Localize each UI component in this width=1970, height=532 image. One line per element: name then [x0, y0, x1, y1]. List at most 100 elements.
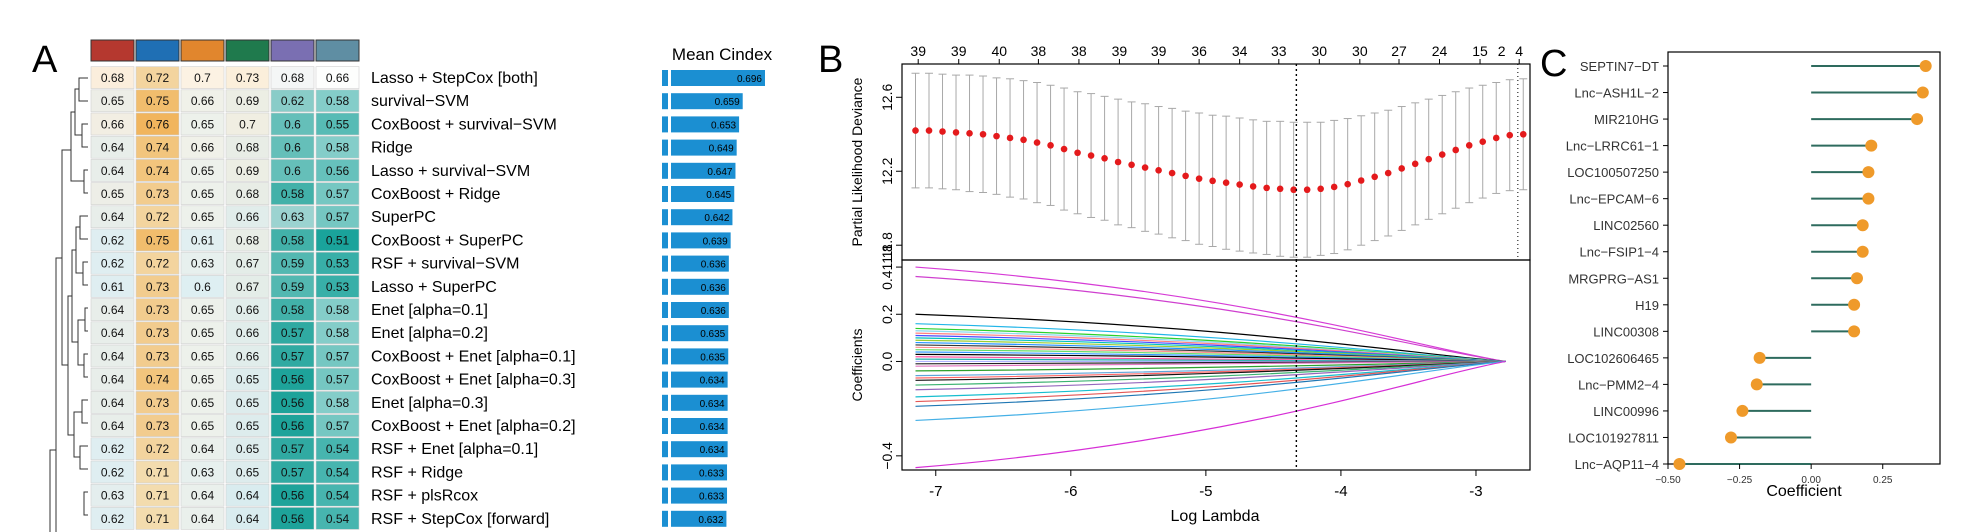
heatmap-value: 0.67: [236, 257, 260, 271]
heatmap-value: 0.73: [146, 349, 170, 363]
heatmap-cell: [225, 344, 270, 368]
heatmap-cell: [315, 321, 360, 345]
heatmap-cell: [180, 437, 225, 461]
coefficient-axis-label: Coefficients: [849, 329, 865, 402]
coefficient-path: [915, 275, 1506, 363]
lollipop-dot: [1724, 431, 1737, 444]
heatmap-value: 0.73: [146, 280, 170, 294]
heatmap-value: 0.75: [146, 233, 170, 247]
lollipop-dot: [1848, 325, 1861, 338]
heatmap-value: 0.57: [281, 326, 305, 340]
heatmap-value: 0.7: [239, 117, 256, 131]
lollipop-dot: [1750, 378, 1763, 391]
deviance-point: [1438, 151, 1446, 158]
gene-label: Lnc−AQP11−4: [1575, 457, 1659, 472]
lollipop-dot: [1856, 219, 1869, 232]
mean-cindex-bar: [671, 186, 735, 202]
heatmap-cell: [135, 275, 180, 298]
heatmap-value: 0.58: [281, 303, 305, 317]
heatmap-cell: [135, 298, 180, 321]
dendrogram-branch: [82, 261, 88, 286]
mean-cindex-bar-stub: [662, 441, 668, 458]
heatmap-value: 0.72: [146, 71, 170, 85]
deviance-point: [1047, 142, 1054, 149]
mean-cindex-bar-stub: [662, 70, 668, 86]
coefficient-path: [915, 360, 1506, 422]
heatmap-cell: [135, 414, 180, 437]
gene-label: MRGPRG−AS1: [1568, 271, 1659, 286]
heatmap-cell: [90, 66, 135, 89]
heatmap-value: 0.64: [101, 373, 125, 387]
heatmap-cell: [315, 159, 360, 182]
heatmap-value: 0.57: [326, 187, 350, 201]
coefficient-path: [915, 360, 1506, 391]
cohort-swatch-5: [270, 39, 315, 62]
dendrogram-branch: [81, 123, 88, 148]
heatmap-cell: [225, 135, 270, 159]
mean-cindex-label: 0.634: [700, 422, 725, 433]
model-label: CoxBoost + survival−SVM: [371, 116, 557, 133]
mean-cindex-bar: [671, 325, 729, 342]
heatmap-cell: [135, 182, 180, 205]
heatmap-cell: [135, 89, 180, 113]
model-label: Lasso + SuperPC: [371, 279, 497, 296]
dendrogram: [49, 77, 88, 532]
heatmap-cell: [315, 460, 360, 484]
mean-cindex-bar-stub: [662, 232, 668, 249]
deviance-point: [1263, 184, 1270, 192]
deviance-point: [1182, 172, 1189, 180]
heatmap-cell: [270, 228, 315, 252]
heatmap-value: 0.65: [191, 419, 215, 433]
lollipop-frame: [1667, 51, 1941, 465]
y-tick-label: 11.8: [879, 232, 895, 258]
deviance-point: [1006, 134, 1014, 142]
heatmap-cell: [270, 367, 315, 391]
heatmap-value: 0.68: [236, 233, 260, 247]
mean-cindex-label: 0.634: [700, 399, 725, 410]
heatmap-cell: [135, 135, 180, 159]
heatmap-value: 0.72: [146, 210, 170, 224]
dendrogram-branch: [55, 257, 62, 532]
model-label: Enet [alpha=0.3]: [371, 395, 488, 412]
mean-cindex-bar: [671, 510, 727, 527]
top-tick-label: 36: [1191, 43, 1207, 59]
deviance-point: [1114, 158, 1122, 166]
heatmap-value: 0.7: [194, 71, 211, 85]
heatmap-value: 0.57: [281, 349, 305, 363]
heatmap-value: 0.58: [326, 94, 350, 108]
heatmap-value: 0.65: [101, 94, 125, 108]
deviance-point: [1330, 183, 1338, 191]
heatmap-value: 0.66: [236, 303, 260, 317]
heatmap-cell: [90, 251, 135, 275]
heatmap-cell: [180, 507, 225, 530]
heatmap-cell: [315, 298, 360, 321]
dendrogram-branch: [70, 111, 84, 182]
coefficient-path: [915, 360, 1506, 469]
heatmap-cell: [135, 228, 180, 252]
heatmap-value: 0.76: [146, 117, 170, 131]
heatmap-value: 0.65: [236, 442, 260, 456]
x-tick-label: -7: [929, 483, 942, 500]
y-tick-label: 0.0: [879, 352, 895, 372]
gene-label: MIR210HG: [1594, 112, 1659, 127]
heatmap-value: 0.64: [191, 512, 215, 526]
mean-cindex-label: 0.647: [707, 167, 732, 178]
gene-label: Lnc−FSIP1−4: [1580, 245, 1660, 260]
heatmap-value: 0.56: [281, 419, 305, 433]
heatmap-value: 0.65: [191, 187, 215, 201]
heatmap-cell: [225, 414, 270, 437]
panel-letter-b: B: [818, 39, 843, 81]
heatmap-cell: [315, 483, 360, 507]
heatmap-cell: [135, 321, 180, 345]
deviance-point: [1479, 138, 1487, 145]
dendrogram-branch: [79, 445, 88, 470]
model-label: RSF + Ridge: [371, 464, 463, 481]
heatmap-value: 0.74: [146, 373, 170, 387]
heatmap-cell: [315, 228, 360, 252]
cindex-heatmap: 0.68 0.72 0.7 0.73 0.68 0.66 0.65 0.75 0.66 0.69 0…: [90, 66, 360, 530]
heatmap-cell: [180, 89, 225, 113]
heatmap-value: 0.69: [236, 94, 260, 108]
mean-cindex-bar-stub: [662, 255, 668, 272]
heatmap-value: 0.53: [326, 257, 350, 271]
